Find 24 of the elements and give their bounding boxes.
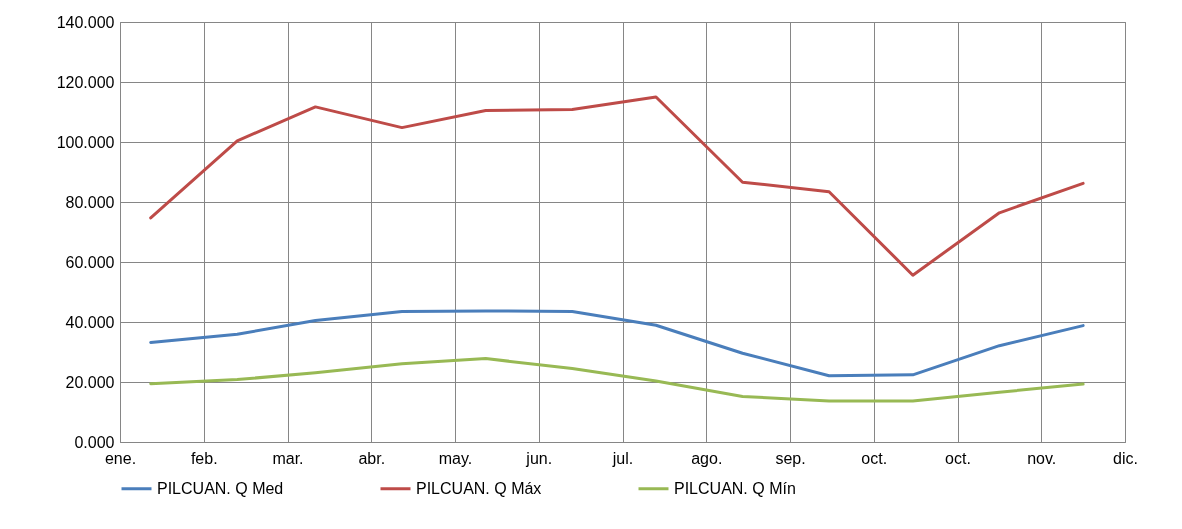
x-tick-label: ene. (104, 449, 137, 467)
x-tick-label: oct. (945, 449, 971, 467)
x-tick-label: may. (438, 449, 473, 467)
legend-label: PILCUAN. Q Med (157, 479, 284, 497)
y-tick-label: 120.000 (56, 73, 115, 91)
x-tick-label: abr. (358, 449, 386, 467)
y-tick-label: 60.000 (65, 253, 115, 271)
x-tick-label: dic. (1113, 449, 1138, 467)
y-tick-label: 80.000 (65, 193, 115, 211)
x-tick-label: sep. (775, 449, 806, 467)
y-tick-label: 20.000 (65, 373, 115, 391)
x-tick-label: ago. (691, 449, 723, 467)
legend-label: PILCUAN. Q Máx (416, 479, 542, 497)
y-tick-label: 40.000 (65, 313, 115, 331)
x-tick-label: jun. (525, 449, 553, 467)
x-tick-label: oct. (861, 449, 888, 467)
x-tick-label: feb. (190, 449, 218, 467)
y-tick-label: 100.000 (56, 133, 115, 151)
x-tick-label: mar. (272, 449, 304, 467)
y-tick-label: 140.000 (56, 13, 115, 31)
x-tick-label: jul. (611, 449, 634, 467)
legend-label: PILCUAN. Q Mín (674, 479, 796, 497)
y-tick-label: 0.000 (74, 433, 115, 451)
x-tick-label: nov. (1027, 449, 1057, 467)
